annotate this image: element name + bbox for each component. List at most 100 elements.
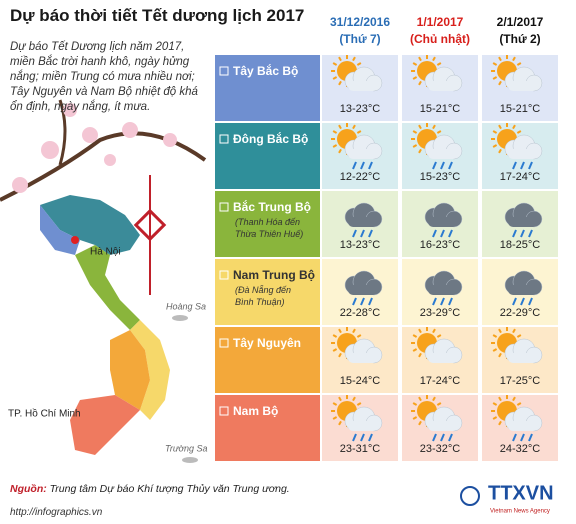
ray bbox=[338, 124, 342, 130]
weather-icon bbox=[411, 55, 463, 92]
map-highlands bbox=[110, 330, 150, 410]
cloud bbox=[348, 285, 378, 295]
day-date: 1/1/2017 bbox=[417, 15, 464, 29]
cloud bbox=[348, 421, 378, 431]
rain bbox=[368, 297, 373, 306]
ray bbox=[512, 56, 516, 62]
weather-icon bbox=[424, 202, 463, 238]
rain bbox=[512, 161, 517, 170]
weather-icon bbox=[411, 123, 463, 170]
ray bbox=[338, 420, 342, 426]
map-south-central bbox=[130, 320, 170, 420]
rain bbox=[448, 297, 453, 306]
intro: Dự báo Tết Dương lịch năm 2017, miền Bắc… bbox=[10, 41, 198, 113]
checkbox bbox=[219, 66, 229, 76]
temperature: 15-21°C bbox=[500, 103, 541, 115]
map-label: TP. Hồ Chí Minh bbox=[8, 408, 81, 420]
rain bbox=[448, 229, 453, 238]
cloud bbox=[508, 353, 538, 363]
source: Nguồn: Trung tâm Dự báo Khí tượng Thủy v… bbox=[10, 483, 290, 495]
source-text: Trung tâm Dự báo Khí tượng Thủy văn Trun… bbox=[49, 483, 290, 495]
ray bbox=[418, 420, 422, 426]
map-south bbox=[70, 395, 140, 455]
ray bbox=[418, 148, 422, 154]
ray bbox=[332, 416, 338, 420]
ray bbox=[492, 130, 498, 134]
cloud bbox=[348, 217, 378, 227]
cloud bbox=[508, 421, 538, 431]
ray bbox=[338, 328, 342, 334]
ray bbox=[356, 402, 362, 406]
rain bbox=[352, 297, 357, 306]
logo-mark bbox=[460, 486, 480, 506]
ray bbox=[436, 402, 442, 406]
rain bbox=[512, 229, 517, 238]
rain bbox=[528, 433, 533, 442]
temperature: 15-21°C bbox=[420, 103, 461, 115]
rain bbox=[440, 297, 445, 306]
ray bbox=[332, 348, 338, 352]
ray bbox=[352, 396, 356, 402]
weather-icon bbox=[491, 123, 543, 170]
ray bbox=[418, 124, 422, 130]
temperature: 12-22°C bbox=[340, 171, 381, 183]
rain bbox=[520, 433, 525, 442]
temperature: 15-23°C bbox=[420, 171, 461, 183]
ray bbox=[418, 396, 422, 402]
ray bbox=[418, 80, 422, 86]
region-name: Tây Bắc Bộ bbox=[233, 63, 298, 78]
ray bbox=[498, 352, 502, 358]
island bbox=[172, 315, 188, 321]
map-label: Hoàng Sa bbox=[166, 301, 206, 311]
rain bbox=[432, 433, 437, 442]
weather-icon bbox=[331, 55, 383, 92]
ray bbox=[418, 56, 422, 62]
ray bbox=[436, 334, 442, 338]
weather-icon bbox=[331, 395, 383, 442]
rain bbox=[360, 433, 365, 442]
ray bbox=[412, 76, 418, 80]
ray bbox=[412, 130, 418, 134]
ray bbox=[436, 62, 442, 66]
checkbox bbox=[219, 270, 229, 280]
weather-icon bbox=[491, 55, 543, 92]
rain bbox=[448, 161, 453, 170]
url: http://infographics.vn bbox=[10, 507, 103, 518]
ray bbox=[352, 56, 356, 62]
rain bbox=[528, 229, 533, 238]
rain bbox=[520, 297, 525, 306]
weather-icon bbox=[491, 327, 543, 364]
region-cell bbox=[215, 55, 320, 121]
temperature: 23-29°C bbox=[420, 307, 461, 319]
rain bbox=[432, 229, 437, 238]
region-name: Bắc Trung Bộ bbox=[233, 199, 311, 214]
rain bbox=[512, 433, 517, 442]
cloud bbox=[348, 81, 378, 91]
temperature: 16-23°C bbox=[420, 239, 461, 251]
ray bbox=[412, 334, 418, 338]
temperature: 24-32°C bbox=[500, 443, 541, 455]
day-weekday: (Chủ nhật) bbox=[410, 32, 470, 46]
logo-sub: Vietnam News Agency bbox=[490, 509, 550, 515]
ray bbox=[332, 402, 338, 406]
cloud bbox=[348, 149, 378, 159]
ray bbox=[512, 328, 516, 334]
map-label: Trường Sa bbox=[165, 443, 208, 453]
ray bbox=[498, 420, 502, 426]
ray bbox=[338, 148, 342, 154]
ray bbox=[352, 328, 356, 334]
ray bbox=[338, 396, 342, 402]
rain bbox=[352, 229, 357, 238]
ray bbox=[498, 148, 502, 154]
ray bbox=[432, 56, 436, 62]
weather-icon bbox=[411, 327, 463, 364]
region-note: (Đà Nẵng đến Bình Thuận) bbox=[235, 285, 291, 307]
region-name: Tây Nguyên bbox=[233, 336, 301, 350]
region-note: (Thanh Hóa đến Thừa Thiên Huế) bbox=[235, 217, 303, 239]
rain bbox=[448, 433, 453, 442]
region-name: Nam Bộ bbox=[233, 404, 278, 418]
rain bbox=[520, 161, 525, 170]
cloud bbox=[428, 217, 458, 227]
ray bbox=[516, 130, 522, 134]
checkbox bbox=[219, 338, 229, 348]
